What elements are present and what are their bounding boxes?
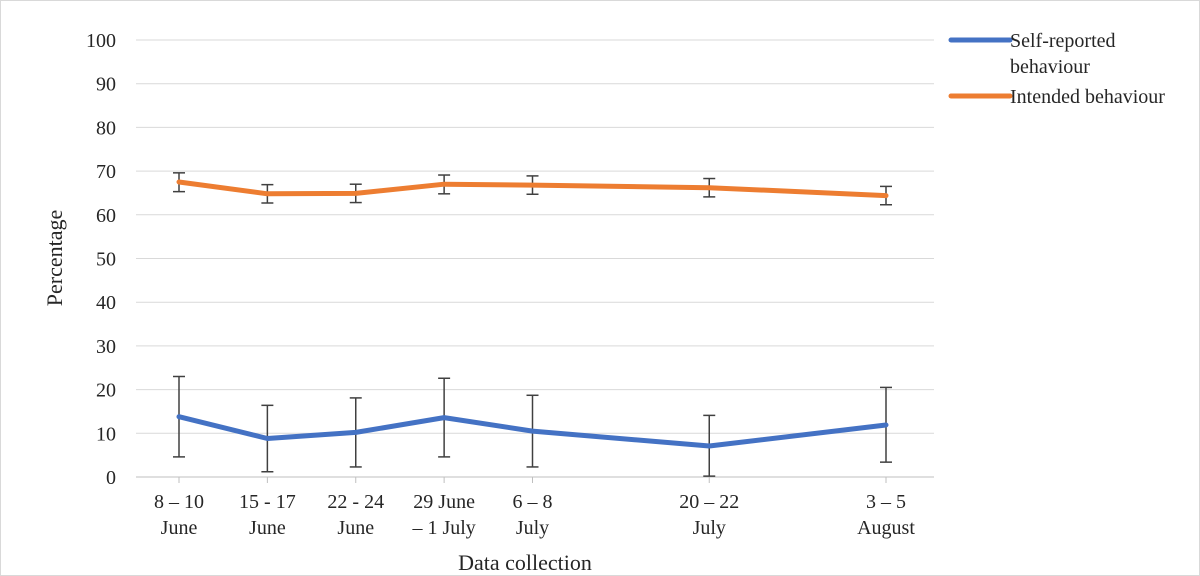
x-tick-label: 20 – 22 July — [679, 491, 739, 539]
x-tick-label: 6 – 8 July — [513, 491, 553, 539]
series-line-intended — [176, 179, 889, 199]
y-tick-label: 70 — [96, 161, 116, 183]
legend: Self-reported behaviour Intended behaviour — [948, 30, 1165, 108]
y-tick-label: 30 — [96, 336, 116, 358]
x-tick-label: 15 - 17 June — [239, 491, 296, 539]
y-tick-label: 40 — [96, 292, 116, 314]
y-tick-labels: 0 10 20 30 40 50 60 70 80 90 100 — [86, 30, 116, 489]
series-lines — [176, 179, 889, 449]
x-tick-label: 22 - 24 June — [327, 491, 384, 539]
y-tick-label: 20 — [96, 380, 116, 402]
y-tick-label: 90 — [96, 74, 116, 96]
x-tick-label: 29 June – 1 July — [411, 491, 475, 539]
y-tick-label: 10 — [96, 423, 116, 445]
y-tick-label: 50 — [96, 249, 116, 271]
gridlines — [136, 39, 934, 483]
y-tick-label: 0 — [106, 467, 116, 489]
x-tick-label: 8 – 10 June — [154, 491, 204, 539]
legend-item: Self-reported behaviour — [948, 30, 1116, 78]
legend-label: Intended behaviour — [1010, 86, 1165, 108]
x-axis-title: Data collection — [458, 550, 592, 575]
y-tick-label: 60 — [96, 205, 116, 227]
x-tick-labels: 8 – 10 June 15 - 17 June 22 - 24 June 29 June –… — [154, 491, 915, 539]
y-tick-label: 80 — [96, 117, 116, 139]
y-axis-title: Percentage — [42, 210, 67, 307]
legend-item: Intended behaviour — [948, 86, 1165, 108]
series-line-self-reported — [176, 414, 889, 449]
x-tick-label: 3 – 5 August — [857, 491, 915, 539]
y-tick-label: 100 — [86, 30, 116, 52]
legend-label: Self-reported behaviour — [1010, 30, 1116, 78]
